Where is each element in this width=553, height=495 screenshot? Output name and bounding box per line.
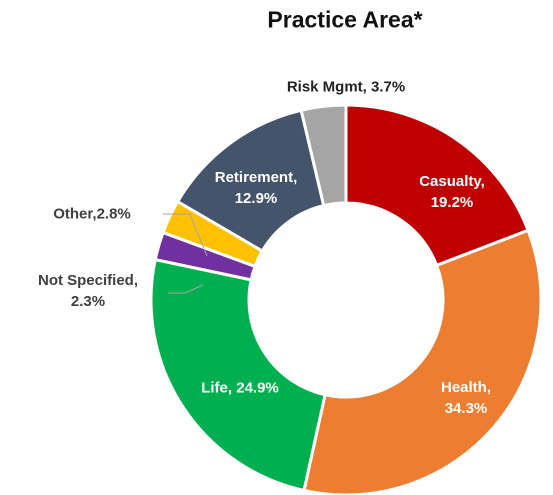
donut-segment: [344, 103, 531, 268]
data-label: Risk Mgmt, 3.7%: [286, 78, 406, 96]
donut-segment: [149, 257, 327, 493]
data-label: Not Specified, 2.3%: [37, 272, 138, 310]
data-label: Retirement, 12.9%: [214, 169, 298, 207]
data-label: Other,2.8%: [53, 205, 131, 223]
chart-title: Practice Area*: [267, 6, 423, 33]
leader-line: [163, 213, 208, 257]
data-label: Casualty, 19.2%: [419, 173, 485, 211]
data-label: Health, 34.3%: [440, 379, 491, 417]
donut-segment: [175, 108, 326, 254]
data-label: Life, 24.9%: [201, 379, 279, 397]
donut-segment: [302, 228, 543, 495]
leader-line: [168, 284, 204, 294]
